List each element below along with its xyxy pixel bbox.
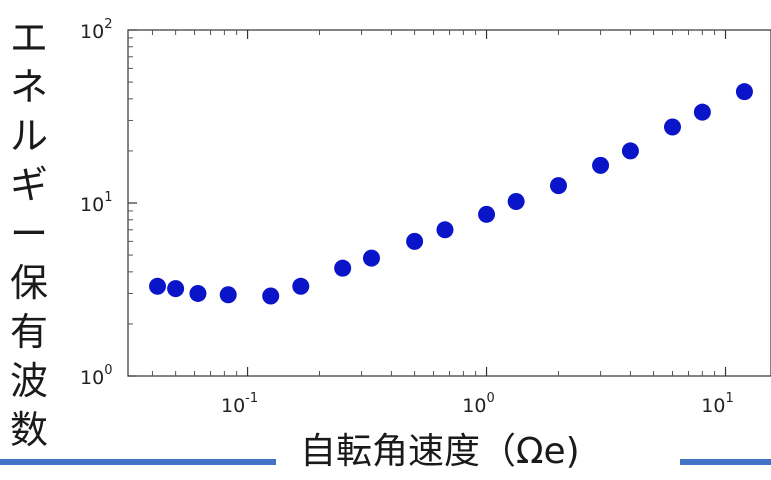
data-point — [292, 277, 310, 295]
plot-frame — [127, 29, 771, 377]
y-tick-label: 101 — [80, 190, 112, 216]
y-axis-label-char: ー — [9, 212, 48, 256]
minor-ticks — [128, 30, 716, 376]
x-tick-label: 101 — [701, 391, 733, 417]
data-point — [406, 232, 424, 250]
data-point — [621, 142, 639, 160]
x-axis-label: 自転角速度（Ωe) — [300, 431, 580, 472]
data-point — [663, 118, 681, 136]
y-axis-label-char: 保 — [9, 261, 48, 305]
y-axis-label-char: 波 — [9, 359, 48, 403]
data-point — [735, 83, 753, 101]
data-points — [149, 83, 753, 305]
y-axis-label-char: ネ — [9, 65, 48, 109]
footer-bar-right — [680, 459, 771, 465]
y-axis-label-char: 有 — [9, 310, 48, 354]
y-tick-label: 100 — [80, 363, 112, 389]
y-axis-label-char: ギ — [9, 163, 48, 207]
data-point — [167, 280, 185, 298]
y-axis-label-char: ル — [9, 114, 48, 158]
data-point — [592, 156, 610, 174]
major-ticks — [128, 29, 727, 377]
y-tick-label: 102 — [80, 17, 112, 43]
data-point — [549, 177, 567, 195]
x-tick-labels: 10-1 100 101 — [221, 391, 734, 417]
data-point — [334, 259, 352, 277]
data-point — [478, 205, 496, 223]
data-point — [436, 221, 454, 239]
data-point — [507, 193, 525, 211]
data-point — [149, 277, 167, 295]
data-point — [262, 287, 280, 305]
x-tick-label: 100 — [462, 391, 494, 417]
data-point — [693, 103, 711, 121]
x-tick-label: 10-1 — [221, 391, 258, 417]
y-axis-label-char: 数 — [9, 408, 48, 452]
data-point — [219, 286, 237, 304]
data-point — [362, 249, 380, 267]
y-axis-label: エネルギー保有波数 — [6, 14, 52, 455]
y-axis-label-char: エ — [9, 16, 48, 60]
footer-bar-left — [0, 459, 276, 465]
y-tick-labels: 100 101 102 — [80, 17, 112, 389]
data-point — [189, 284, 207, 302]
